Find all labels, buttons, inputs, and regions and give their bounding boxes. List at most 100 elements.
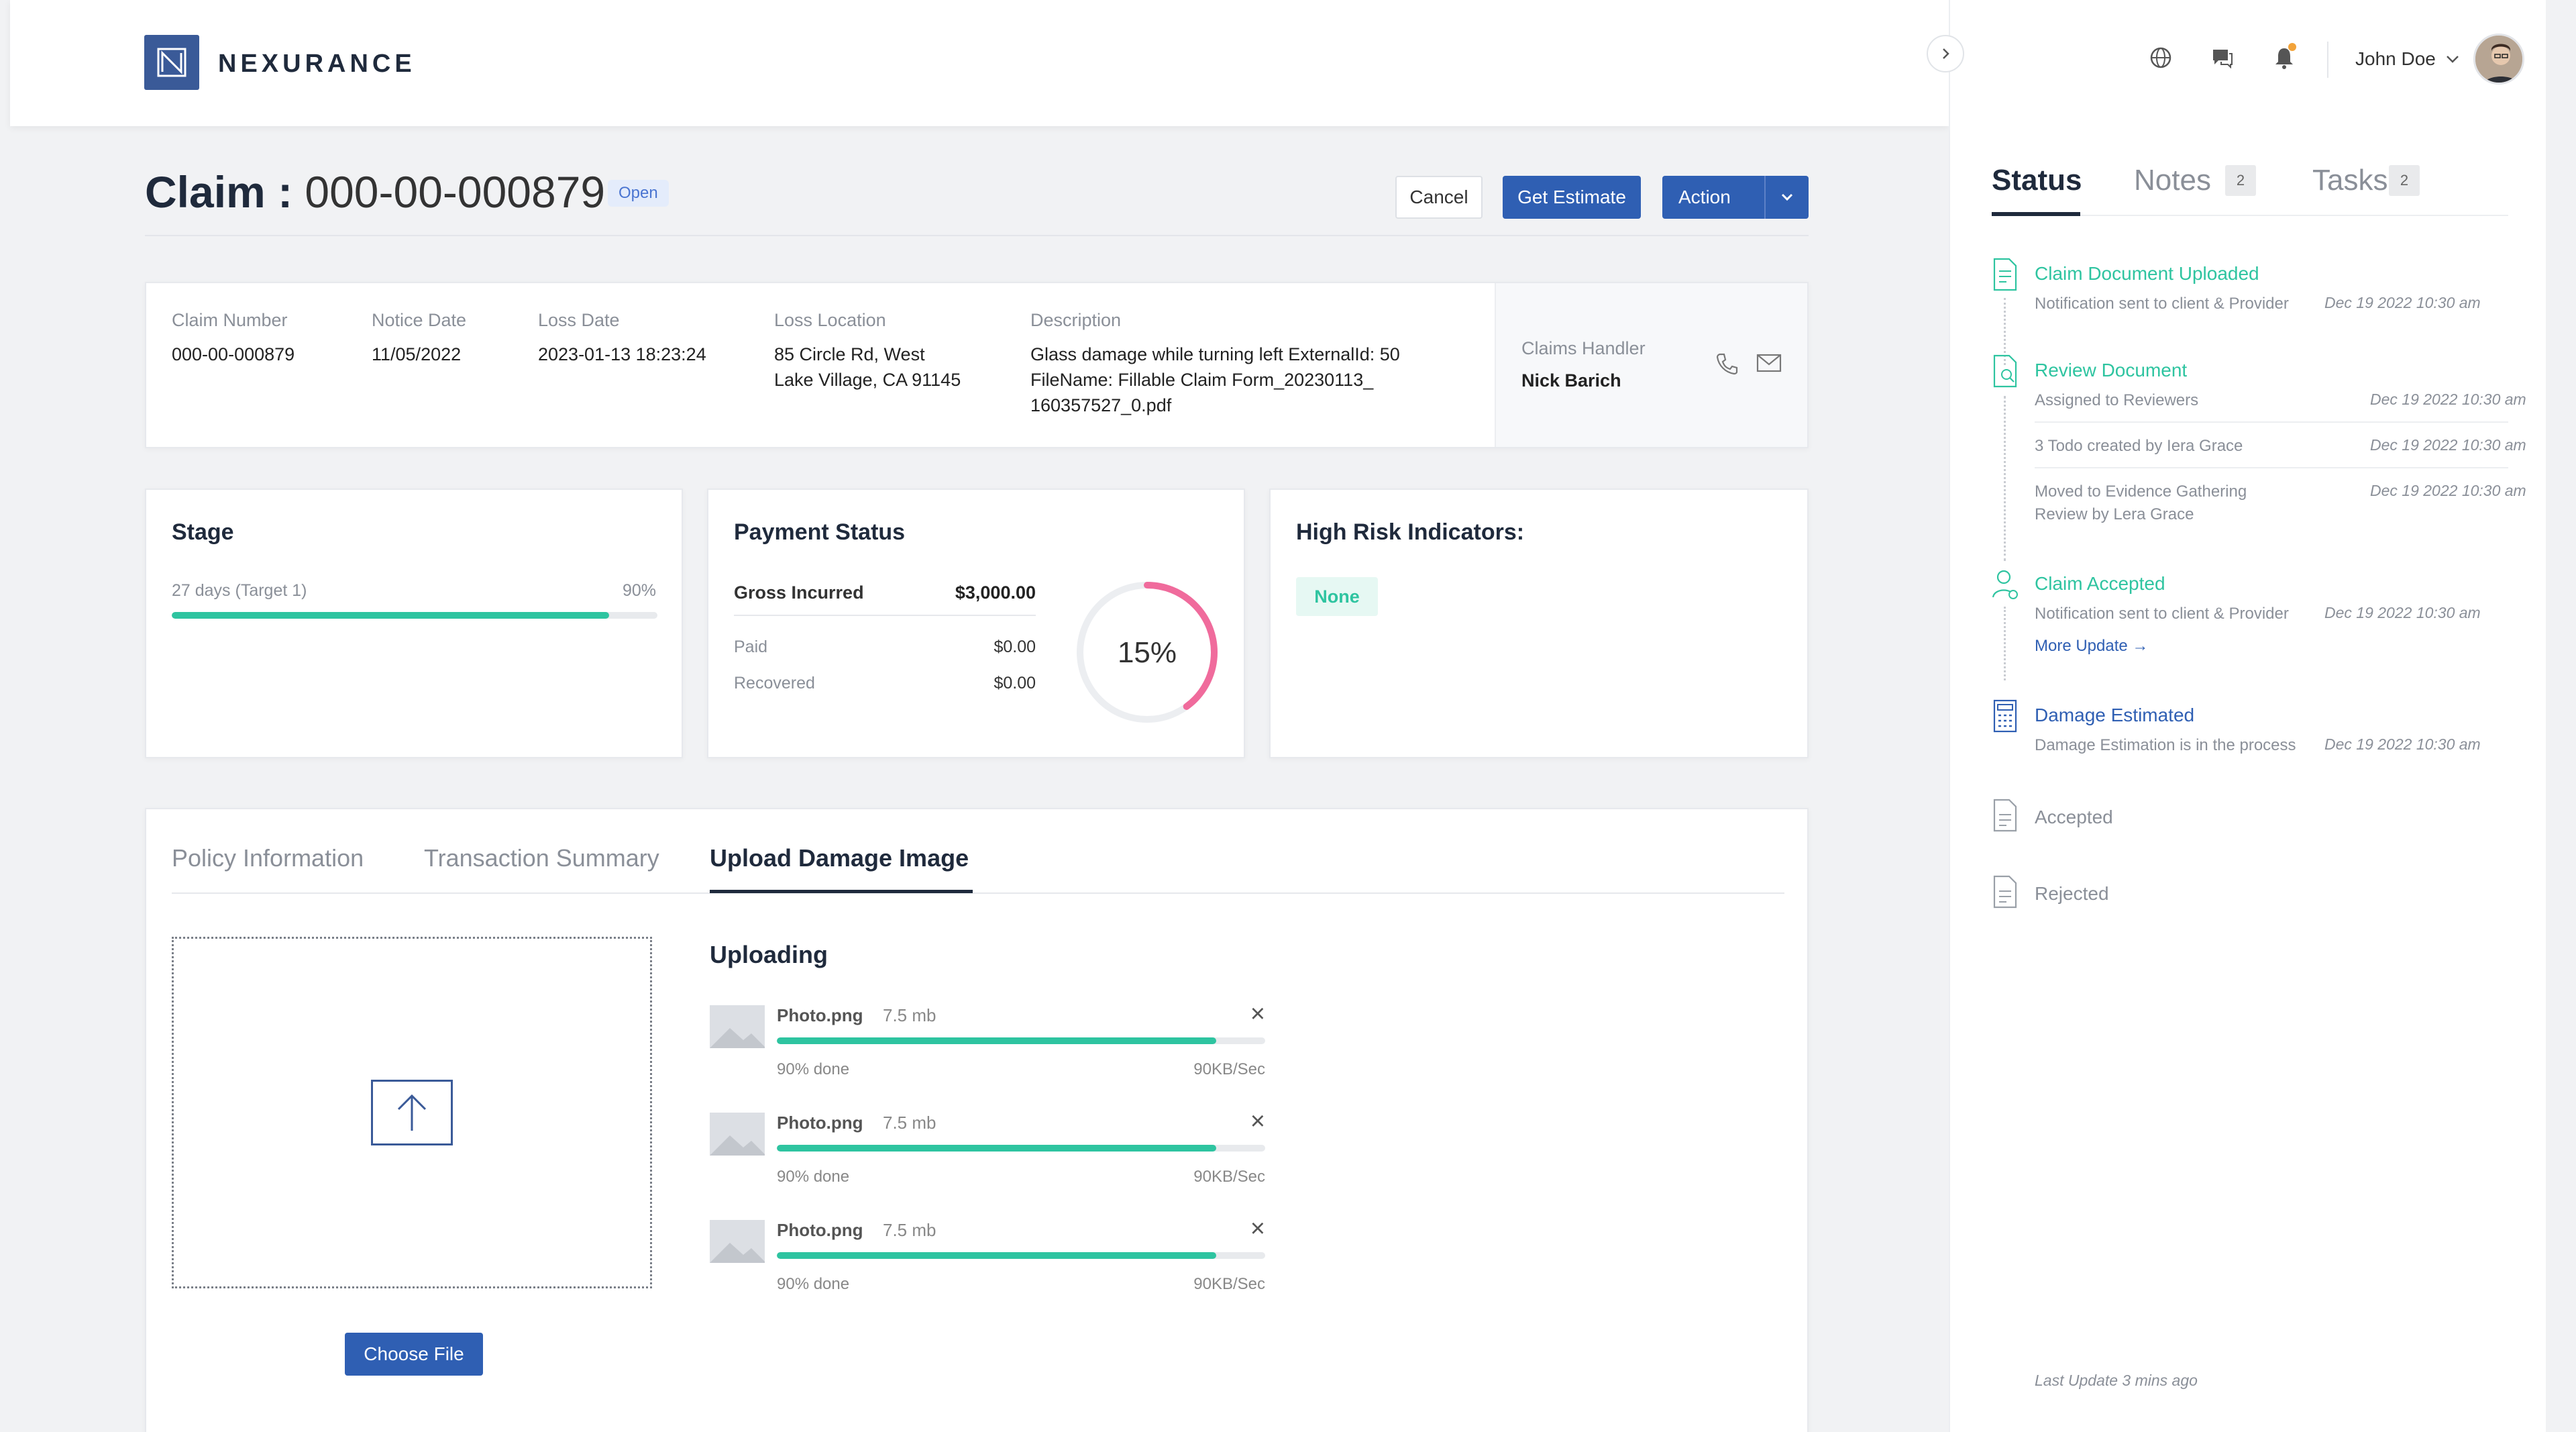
claims-handler-box: Claims Handler Nick Barich xyxy=(1495,283,1807,447)
recovered-label: Recovered xyxy=(734,674,815,693)
image-thumbnail-icon xyxy=(710,1220,765,1263)
stage-title: Stage xyxy=(172,519,234,545)
claim-title-label: Claim : xyxy=(145,167,293,217)
claims-handler-name: Nick Barich xyxy=(1521,370,1621,391)
claim-accepted-icon xyxy=(1992,570,2018,599)
panel-tab-status[interactable]: Status xyxy=(1992,164,2082,197)
risk-badge: None xyxy=(1296,577,1378,616)
timeline-review-date: Dec 19 2022 10:30 am xyxy=(2370,391,2526,408)
image-thumbnail-icon xyxy=(710,1005,765,1048)
timeline-accepted-title[interactable]: Claim Accepted xyxy=(2035,573,2165,594)
loss-location-field: Loss Location 85 Circle Rd, West Lake Vi… xyxy=(774,310,961,393)
timeline-accepted-sub: Notification sent to client & Provider xyxy=(2035,605,2289,623)
claim-tabs-card: Policy Information Transaction Summary U… xyxy=(145,808,1809,1432)
remove-file-icon[interactable]: × xyxy=(1250,1107,1265,1135)
choose-file-button[interactable]: Choose File xyxy=(345,1333,483,1376)
loss-date-label: Loss Date xyxy=(538,310,620,330)
claim-info-card: Claim Number 000-00-000879 Notice Date 1… xyxy=(145,282,1809,448)
file-name: Photo.png xyxy=(777,1005,863,1025)
payment-progress-ring xyxy=(1077,582,1218,723)
action-button-label: Action xyxy=(1678,187,1731,207)
description-label: Description xyxy=(1030,310,1122,330)
avatar[interactable] xyxy=(2473,34,2524,85)
upload-arrow-icon xyxy=(371,1080,453,1145)
main-content: Claim : 000-00-000879 Open Cancel Get Es… xyxy=(145,126,1809,1432)
timeline-damage-date: Dec 19 2022 10:30 am xyxy=(2324,735,2481,753)
ring-arc xyxy=(1077,582,1218,723)
tab-upload-damage-image[interactable]: Upload Damage Image xyxy=(710,844,969,872)
file-size: 7.5 mb xyxy=(883,1005,936,1025)
stage-days: 27 days (Target 1) xyxy=(172,581,307,600)
panel-tab-tasks[interactable]: Tasks xyxy=(2312,164,2388,197)
payment-title: Payment Status xyxy=(734,519,906,545)
upload-speed-text: 90KB/Sec xyxy=(1193,1275,1265,1293)
description-line2: FileName: Fillable Claim Form_20230113_ xyxy=(1030,370,1374,390)
timeline-uploaded-sub: Notification sent to client & Provider xyxy=(2035,295,2289,313)
collapse-panel-button[interactable] xyxy=(1927,35,1964,72)
title-row: Claim : 000-00-000879 Open Cancel Get Es… xyxy=(145,160,1809,234)
page-scrollbar[interactable] xyxy=(2546,0,2576,1432)
file-size: 7.5 mb xyxy=(883,1113,936,1133)
claim-number-label: Claim Number xyxy=(172,310,288,330)
file-dropzone[interactable] xyxy=(172,937,652,1288)
timeline-review-item: Assigned to Reviewers xyxy=(2035,391,2199,409)
timeline-connector xyxy=(2004,607,2006,680)
get-estimate-button[interactable]: Get Estimate xyxy=(1503,176,1641,219)
upload-progress-bar xyxy=(777,1145,1265,1152)
timeline-damage-title[interactable]: Damage Estimated xyxy=(2035,705,2195,725)
chat-icon[interactable] xyxy=(2208,43,2237,72)
timeline-review-date: Dec 19 2022 10:30 am xyxy=(2370,482,2526,499)
payment-divider xyxy=(734,615,1036,616)
notice-date-value: 11/05/2022 xyxy=(372,344,462,364)
header-divider xyxy=(2327,42,2328,78)
user-name[interactable]: John Doe xyxy=(2355,48,2436,69)
nexurance-logo-icon[interactable] xyxy=(144,35,199,90)
claim-number-field: Claim Number 000-00-000879 xyxy=(172,310,294,367)
calculator-icon xyxy=(1993,699,2017,733)
email-icon[interactable] xyxy=(1756,353,1782,373)
phone-icon[interactable] xyxy=(1713,350,1740,377)
tab-transaction-summary[interactable]: Transaction Summary xyxy=(424,844,659,872)
stage-card: Stage 27 days (Target 1) 90% xyxy=(145,489,683,758)
title-divider xyxy=(145,235,1809,236)
more-update-link[interactable]: More Update → xyxy=(2035,635,2148,658)
timeline-separator xyxy=(2035,421,2508,423)
timeline-connector xyxy=(2004,396,2006,561)
user-menu-chevron-down-icon[interactable] xyxy=(2445,54,2460,64)
timeline-review-date: Dec 19 2022 10:30 am xyxy=(2370,436,2526,454)
chevron-down-icon xyxy=(1781,193,1793,201)
action-dropdown-toggle[interactable] xyxy=(1764,176,1809,219)
high-risk-card: High Risk Indicators: None xyxy=(1269,489,1809,758)
timeline-review-title[interactable]: Review Document xyxy=(2035,360,2188,380)
claim-title-number: 000-00-000879 xyxy=(305,167,606,217)
remove-file-icon[interactable]: × xyxy=(1250,1000,1265,1028)
tab-policy-information[interactable]: Policy Information xyxy=(172,844,364,872)
loss-date-field: Loss Date 2023-01-13 18:23:24 xyxy=(538,310,706,367)
stage-progress-bar xyxy=(172,612,657,619)
upload-item: Photo.png 7.5 mb × 90% done 90KB/Sec xyxy=(710,1000,1267,1111)
loss-location-line1: 85 Circle Rd, West xyxy=(774,344,925,364)
document-rejected-icon xyxy=(1993,875,2017,909)
action-button[interactable]: Action xyxy=(1662,176,1809,219)
cancel-button[interactable]: Cancel xyxy=(1395,176,1483,219)
timeline-review-item: Moved to Evidence Gathering xyxy=(2035,482,2247,501)
timeline-uploaded-title[interactable]: Claim Document Uploaded xyxy=(2035,263,2259,284)
gross-incurred-value: $3,000.00 xyxy=(955,582,1036,603)
loss-location-line2: Lake Village, CA 91145 xyxy=(774,370,961,390)
panel-tab-notes[interactable]: Notes xyxy=(2134,164,2211,197)
loss-location-label: Loss Location xyxy=(774,310,886,330)
upload-progress-bar xyxy=(777,1252,1265,1259)
notice-date-field: Notice Date 11/05/2022 xyxy=(372,310,466,367)
notification-bell-icon[interactable] xyxy=(2269,43,2299,72)
upload-item: Photo.png 7.5 mb × 90% done 90KB/Sec xyxy=(710,1215,1267,1326)
upload-progress-bar xyxy=(777,1037,1265,1044)
file-size: 7.5 mb xyxy=(883,1220,936,1240)
timeline-accepted-date: Dec 19 2022 10:30 am xyxy=(2324,604,2481,621)
timeline-review-item-detail: Review by Lera Grace xyxy=(2035,505,2194,523)
timeline-damage-sub: Damage Estimation is in the process xyxy=(2035,736,2296,754)
globe-icon[interactable] xyxy=(2146,43,2176,72)
upload-progress-fill xyxy=(777,1252,1217,1259)
image-thumbnail-icon xyxy=(710,1113,765,1156)
paid-value: $0.00 xyxy=(994,637,1036,656)
remove-file-icon[interactable]: × xyxy=(1250,1215,1265,1243)
